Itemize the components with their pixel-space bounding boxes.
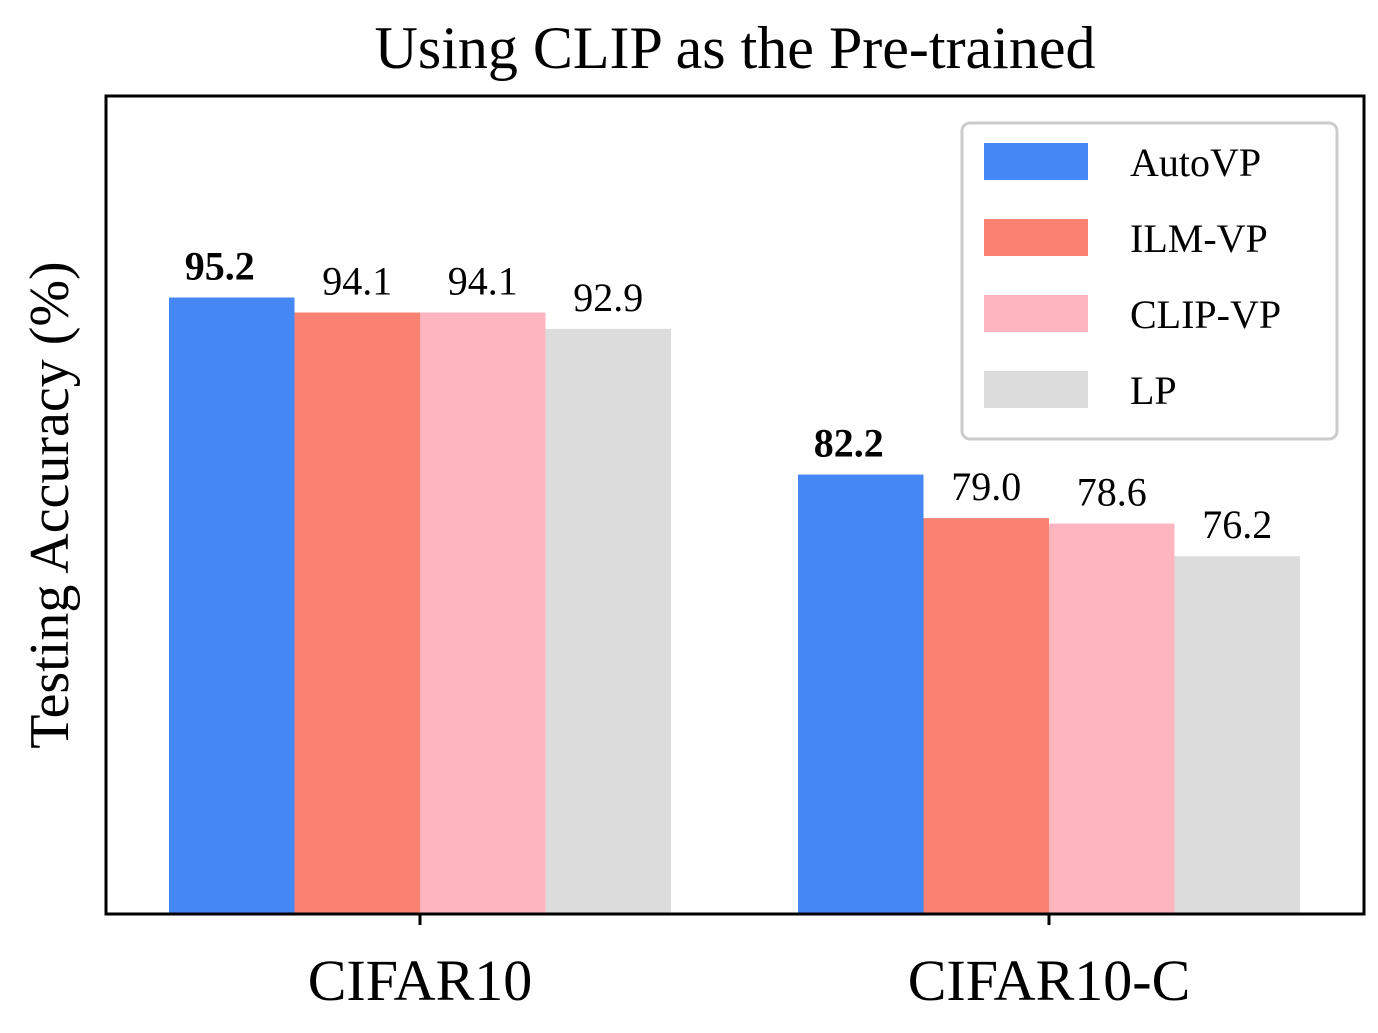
- data-label: 76.2: [1202, 502, 1272, 547]
- bar-autovp-cifar10: [169, 297, 295, 913]
- data-label: 79.0: [951, 464, 1021, 509]
- bar-autovp-cifar10-c: [798, 474, 924, 913]
- value-labels-group: 95.2 94.1 94.1 92.9 82.2 79.0 78.6 76.2: [185, 244, 1273, 548]
- legend-box: [960, 121, 1339, 441]
- data-label: 94.1: [322, 259, 392, 304]
- x-tick-label: CIFAR10-C: [908, 948, 1191, 1013]
- bar-lp-cifar10: [545, 328, 671, 914]
- legend: AutoVP ILM-VP CLIP-VP LP: [960, 121, 1339, 441]
- bar-clip-vp-cifar10-c: [1049, 523, 1175, 913]
- bar-lp-cifar10-c: [1174, 556, 1300, 913]
- plot-area-frame: [104, 94, 1366, 916]
- data-label: 94.1: [448, 259, 518, 304]
- y-axis-label: Testing Accuracy (%): [19, 261, 81, 748]
- bars-group: [169, 297, 1300, 914]
- legend-swatch-clip-vp: [984, 295, 1088, 332]
- legend-label-clip-vp: CLIP-VP: [1130, 292, 1281, 337]
- data-label: 95.2: [185, 244, 255, 289]
- legend-label-autovp: AutoVP: [1130, 140, 1261, 185]
- bar-ilm-vp-cifar10: [294, 312, 420, 913]
- bar-clip-vp-cifar10: [420, 312, 546, 913]
- data-label: 92.9: [573, 275, 643, 320]
- data-label: 82.2: [814, 421, 884, 466]
- x-axis-ticks: CIFAR10 CIFAR10-C: [308, 913, 1191, 1013]
- data-label: 78.6: [1077, 470, 1147, 515]
- chart-title: Using CLIP as the Pre-trained: [375, 15, 1096, 81]
- x-tick-label: CIFAR10: [308, 948, 533, 1013]
- legend-swatch-autovp: [984, 143, 1088, 180]
- legend-label-ilm-vp: ILM-VP: [1130, 216, 1268, 261]
- legend-swatch-ilm-vp: [984, 219, 1088, 256]
- legend-entries: AutoVP ILM-VP CLIP-VP LP: [984, 140, 1281, 413]
- legend-swatch-lp: [984, 371, 1088, 408]
- legend-label-lp: LP: [1130, 368, 1177, 413]
- bar-ilm-vp-cifar10-c: [923, 518, 1049, 913]
